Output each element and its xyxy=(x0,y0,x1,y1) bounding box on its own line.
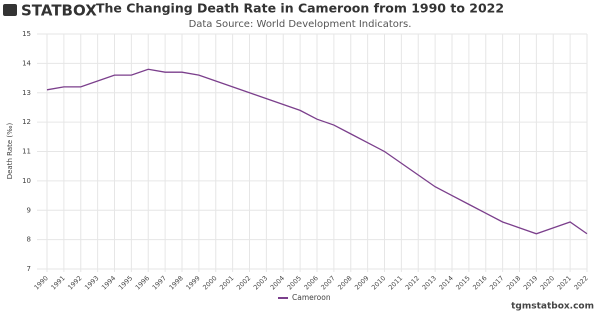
x-tick-label: 2013 xyxy=(421,274,438,291)
x-tick-label: 2002 xyxy=(235,274,252,291)
x-tick-label: 2010 xyxy=(370,274,387,291)
data-line xyxy=(46,68,588,235)
chart-title: The Changing Death Rate in Cameroon from… xyxy=(96,1,504,16)
x-tick-label: 1996 xyxy=(134,274,151,291)
x-tick-label: 2004 xyxy=(269,274,286,291)
x-tick-label: 1997 xyxy=(151,274,168,291)
x-tick-label: 2019 xyxy=(522,274,539,291)
x-tick-label: 2014 xyxy=(437,274,454,291)
x-tick-label: 2015 xyxy=(454,274,471,291)
y-tick-label: 10 xyxy=(22,177,31,185)
y-tick-label: 9 xyxy=(27,206,31,214)
chart-subtitle: Data Source: World Development Indicator… xyxy=(189,19,412,30)
x-tick-label: 1992 xyxy=(66,274,83,291)
x-tick-label: 1990 xyxy=(32,274,49,291)
x-tick-label: 1994 xyxy=(100,274,117,291)
x-tick-label: 2017 xyxy=(488,274,505,291)
x-tick-label: 2009 xyxy=(353,274,370,291)
x-tick-label: 2012 xyxy=(404,274,421,291)
x-tick-label: 2018 xyxy=(505,274,522,291)
y-tick-label: 11 xyxy=(22,148,31,156)
x-tick-label: 2007 xyxy=(319,274,336,291)
y-tick-label: 12 xyxy=(22,118,31,126)
footer: tgmstatbox.com xyxy=(511,302,594,312)
x-tick-label: 1995 xyxy=(117,274,134,291)
x-tick-label: 2016 xyxy=(471,274,488,291)
x-tick-label: 1999 xyxy=(184,274,201,291)
x-tick-label: 1993 xyxy=(83,274,100,291)
legend-label[interactable]: Cameroon xyxy=(292,293,331,302)
logo-icon xyxy=(3,4,17,16)
x-tick-label: 2022 xyxy=(572,274,589,291)
x-tick-label: 2003 xyxy=(252,274,269,291)
x-tick-label: 2006 xyxy=(302,274,319,291)
x-tick-label: 2008 xyxy=(336,274,353,291)
x-tick-label: 2001 xyxy=(218,274,235,291)
y-tick-label: 7 xyxy=(27,265,31,273)
x-tick-label: 2000 xyxy=(201,274,218,291)
x-tick-label: 2020 xyxy=(539,274,556,291)
y-tick-label: 14 xyxy=(22,59,31,67)
x-tick-label: 1998 xyxy=(167,274,184,291)
y-tick-label: 8 xyxy=(27,236,31,244)
y-axis-label: Death Rate (‰) xyxy=(6,122,14,179)
x-tick-label: 2011 xyxy=(387,274,404,291)
x-tick-label: 2005 xyxy=(286,274,303,291)
x-tick-label: 1991 xyxy=(49,274,66,291)
brand: STATBOX xyxy=(21,2,97,20)
x-tick-label: 2021 xyxy=(556,274,573,291)
y-tick-label: 15 xyxy=(22,30,31,38)
y-tick-label: 13 xyxy=(22,89,31,97)
